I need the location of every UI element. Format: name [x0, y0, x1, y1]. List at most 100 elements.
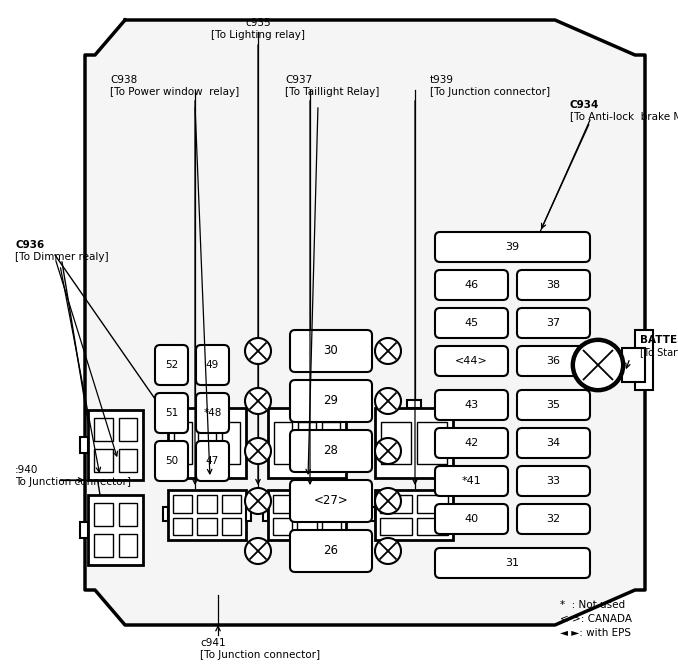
Bar [370, 507, 375, 521]
Bar [298, 518, 317, 535]
Bar [119, 503, 137, 526]
Text: 42: 42 [464, 438, 479, 448]
Bar [200, 400, 214, 408]
Text: *  : Not used: * : Not used [560, 600, 625, 610]
FancyBboxPatch shape [196, 345, 229, 385]
Bar [321, 518, 341, 535]
FancyBboxPatch shape [435, 346, 508, 376]
Bar [346, 507, 351, 521]
Bar [375, 408, 453, 478]
FancyBboxPatch shape [196, 393, 229, 433]
Bar [268, 490, 346, 540]
Bar [173, 518, 193, 535]
Bar [381, 422, 411, 464]
Bar [94, 449, 113, 472]
Text: 36: 36 [546, 356, 561, 366]
Bar [322, 422, 340, 464]
Text: [To Taillight Relay]: [To Taillight Relay] [285, 87, 380, 97]
Text: 46: 46 [464, 280, 479, 290]
Circle shape [375, 338, 401, 364]
Text: 49: 49 [206, 360, 219, 370]
Bar [88, 495, 143, 565]
FancyBboxPatch shape [517, 504, 590, 534]
Bar [263, 507, 268, 521]
FancyBboxPatch shape [155, 441, 188, 481]
Text: 38: 38 [546, 280, 561, 290]
Bar [80, 522, 88, 538]
FancyBboxPatch shape [155, 345, 188, 385]
Text: [To Junction connector]: [To Junction connector] [430, 87, 550, 97]
Bar [173, 495, 193, 512]
Circle shape [245, 338, 271, 364]
Bar [273, 495, 292, 512]
Bar [407, 400, 421, 408]
FancyBboxPatch shape [290, 480, 372, 522]
Bar [273, 518, 292, 535]
Bar [298, 422, 316, 464]
Text: 43: 43 [464, 400, 479, 410]
Circle shape [375, 438, 401, 464]
Bar [119, 449, 137, 472]
Circle shape [375, 488, 401, 514]
FancyBboxPatch shape [435, 466, 508, 496]
Bar [94, 418, 113, 441]
Text: < >: CANADA: < >: CANADA [560, 614, 632, 624]
Text: 29: 29 [323, 394, 338, 408]
Text: *41: *41 [462, 476, 481, 486]
Bar [94, 534, 113, 557]
Text: To Junction connector]: To Junction connector] [15, 477, 131, 487]
Bar [174, 422, 192, 464]
Text: 31: 31 [506, 558, 519, 568]
Text: [To Anti-lock  brake Motor Relay]: [To Anti-lock brake Motor Relay] [570, 112, 678, 122]
Circle shape [572, 339, 624, 391]
Text: C936: C936 [15, 240, 44, 250]
Bar [417, 422, 447, 464]
Text: <27>: <27> [314, 494, 348, 508]
Text: [To Starter  cable (T-211: [To Starter cable (T-211 [640, 347, 678, 357]
Bar [380, 495, 412, 512]
FancyBboxPatch shape [435, 308, 508, 338]
Text: [To Power window  relay]: [To Power window relay] [110, 87, 239, 97]
Polygon shape [85, 20, 645, 625]
FancyBboxPatch shape [435, 390, 508, 420]
Bar [168, 490, 246, 540]
Circle shape [245, 438, 271, 464]
Bar [453, 507, 458, 521]
Text: :940: :940 [15, 465, 39, 475]
Bar [168, 408, 246, 478]
FancyBboxPatch shape [435, 548, 590, 578]
Circle shape [245, 538, 271, 564]
Bar [416, 495, 448, 512]
Circle shape [245, 488, 271, 514]
Bar [94, 503, 113, 526]
Text: 50: 50 [165, 456, 178, 466]
FancyBboxPatch shape [290, 530, 372, 572]
Bar [88, 410, 143, 480]
Text: 40: 40 [464, 514, 479, 524]
Text: C937: C937 [285, 75, 313, 85]
Bar [222, 422, 240, 464]
Text: 26: 26 [323, 544, 338, 558]
Circle shape [375, 388, 401, 414]
Text: t939: t939 [430, 75, 454, 85]
FancyBboxPatch shape [517, 308, 590, 338]
FancyBboxPatch shape [155, 393, 188, 433]
Bar [321, 495, 341, 512]
FancyBboxPatch shape [435, 428, 508, 458]
Text: 45: 45 [464, 318, 479, 328]
Bar [622, 348, 645, 382]
Bar [380, 518, 412, 535]
Text: C938: C938 [110, 75, 137, 85]
FancyBboxPatch shape [517, 428, 590, 458]
Text: ◄ ►: with EPS: ◄ ►: with EPS [560, 628, 631, 638]
Text: [To Junction connector]: [To Junction connector] [200, 650, 320, 660]
Text: *48: *48 [203, 408, 222, 418]
Bar [197, 518, 217, 535]
Bar [198, 422, 216, 464]
FancyBboxPatch shape [196, 441, 229, 481]
Text: 28: 28 [323, 444, 338, 458]
Text: 37: 37 [546, 318, 561, 328]
Bar [246, 507, 251, 521]
Text: 35: 35 [546, 400, 561, 410]
Bar [635, 330, 653, 390]
